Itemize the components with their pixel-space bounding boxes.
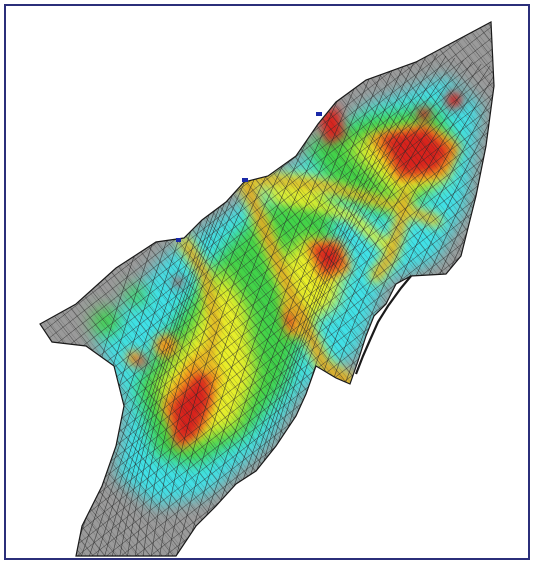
domain-boundary xyxy=(39,21,495,557)
mesh-line xyxy=(189,41,385,556)
mesh-line xyxy=(197,43,394,556)
channel-markers xyxy=(176,112,322,242)
mesh-line xyxy=(173,37,368,556)
finite-element-mesh-plot[interactable] xyxy=(6,6,528,558)
mesh-line xyxy=(518,124,528,558)
map-viewport[interactable] xyxy=(4,4,530,560)
mesh-line xyxy=(485,115,494,556)
mesh-line xyxy=(510,122,528,558)
mesh-line xyxy=(493,117,494,556)
mesh-line xyxy=(502,120,528,558)
mesh-line xyxy=(181,39,376,556)
mesh-grid-lines xyxy=(40,22,528,558)
mesh-line xyxy=(477,113,494,556)
